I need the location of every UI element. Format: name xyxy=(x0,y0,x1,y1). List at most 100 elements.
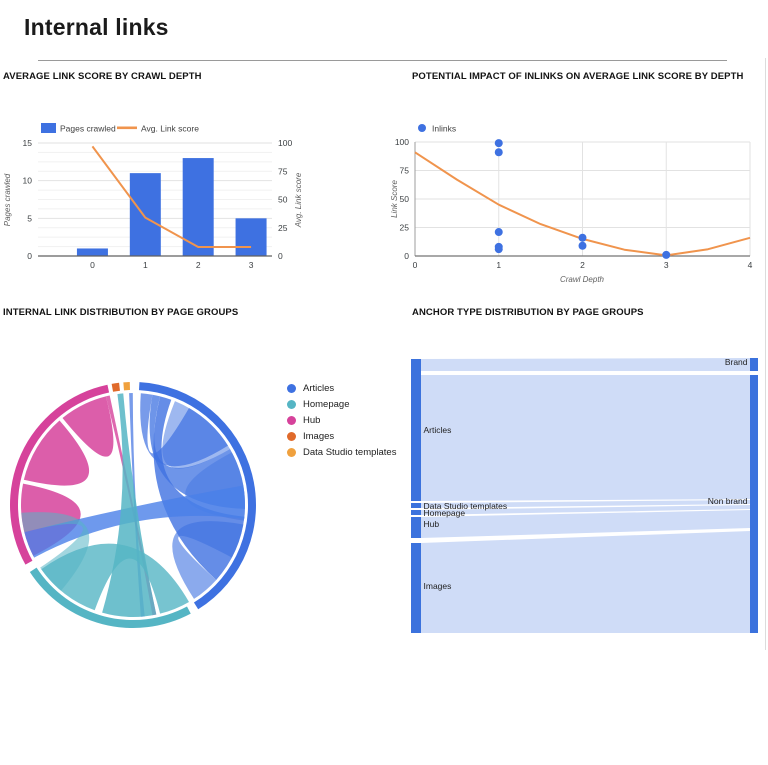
chord-ribbon[interactable] xyxy=(23,420,90,486)
x-axis-tick: 0 xyxy=(413,260,418,270)
sankey-link-data-studio-templates-non-brand[interactable] xyxy=(421,500,750,508)
y-axis-tick: 0 xyxy=(404,251,409,261)
legend-item[interactable]: Hub xyxy=(287,412,396,428)
chord-ribbon[interactable] xyxy=(149,394,245,509)
bar-pages-crawled[interactable] xyxy=(182,158,214,256)
page-title: Internal links xyxy=(24,14,169,40)
legend-label: Articles xyxy=(303,382,335,394)
x-axis-tick: 2 xyxy=(196,260,201,270)
bar-pages-crawled[interactable] xyxy=(129,173,161,256)
legend-label: Homepage xyxy=(303,398,350,410)
sankey-label-articles: Articles xyxy=(424,425,452,435)
sankey-node-images[interactable] xyxy=(411,543,421,633)
chord-ribbon[interactable] xyxy=(162,401,230,469)
chord-chart-title: INTERNAL LINK DISTRIBUTION BY PAGE GROUP… xyxy=(3,307,239,318)
chord-arc-data-studio-templates[interactable] xyxy=(123,382,130,391)
combo-chart[interactable]: 0 5 10 15 0 25 50 75 100 0 1 2 3 Pages crawled Avg. Li… xyxy=(0,110,340,285)
right-axis-tick: 25 xyxy=(278,223,288,233)
combo-chart-title: AVERAGE LINK SCORE BY CRAWL DEPTH xyxy=(3,71,202,82)
y-axis-label: Link Score xyxy=(390,180,399,218)
scatter-point[interactable] xyxy=(662,250,671,259)
scatter-chart[interactable]: 0 25 50 75 100 0 1 2 3 4 Crawl Depth Link Score Inli… xyxy=(390,110,768,290)
sankey-link-articles-non-brand[interactable] xyxy=(421,375,750,501)
sankey-node-non-brand[interactable] xyxy=(750,375,758,633)
left-axis-tick: 10 xyxy=(23,176,33,186)
legend-dot xyxy=(287,448,296,458)
scatter-chart-title: POTENTIAL IMPACT OF INLINKS ON AVERAGE L… xyxy=(412,71,744,82)
sankey-label-homepage: Homepage xyxy=(424,508,466,518)
chord-arc-homepage[interactable] xyxy=(29,567,191,629)
legend-dot xyxy=(287,415,296,425)
bar-pages-crawled[interactable] xyxy=(235,218,267,256)
x-axis-tick: 1 xyxy=(143,260,148,270)
sankey-label-data-studio-templates: Data Studio templates xyxy=(424,501,508,511)
left-axis-label: Pages crawled xyxy=(3,173,12,226)
chord-arc-hub[interactable] xyxy=(10,384,110,565)
legend-label: Images xyxy=(303,431,335,443)
y-axis-tick: 100 xyxy=(395,137,409,147)
legend-label: Hub xyxy=(303,414,321,426)
chord-ribbon[interactable] xyxy=(129,393,145,617)
scatter-point[interactable] xyxy=(578,233,587,242)
title-divider xyxy=(38,60,727,61)
x-axis-tick: 0 xyxy=(90,260,95,270)
sankey-label-images: Images xyxy=(424,581,452,591)
legend-label-bar[interactable]: Pages crawled xyxy=(60,124,116,134)
left-axis-tick: 0 xyxy=(27,251,32,261)
sankey-label-hub: Hub xyxy=(424,519,440,529)
legend-dot xyxy=(287,383,296,393)
x-axis-label: Crawl Depth xyxy=(560,275,605,284)
sankey-node-brand[interactable] xyxy=(750,358,758,371)
sankey-chart-title: ANCHOR TYPE DISTRIBUTION BY PAGE GROUPS xyxy=(412,307,644,318)
legend-label-line[interactable]: Avg. Link score xyxy=(141,124,199,134)
chord-ribbon[interactable] xyxy=(62,396,114,457)
line-avg-link-score[interactable] xyxy=(91,145,252,248)
scatter-point[interactable] xyxy=(494,139,503,148)
sankey-node-homepage[interactable] xyxy=(411,510,421,515)
chord-legend: Articles Homepage Hub Images Data Studio tem… xyxy=(287,380,396,461)
legend-dot xyxy=(287,399,296,409)
legend-label: Data Studio templates xyxy=(303,447,397,459)
page-edge-line xyxy=(765,58,766,650)
x-axis-tick: 2 xyxy=(580,260,585,270)
legend-swatch-inlinks[interactable] xyxy=(418,124,426,132)
bar-pages-crawled[interactable] xyxy=(76,248,108,256)
sankey-diagram[interactable]: Articles Data Studio templatesHomepageHub… xyxy=(405,350,768,650)
scatter-point[interactable] xyxy=(494,148,503,157)
scatter-point[interactable] xyxy=(494,245,503,254)
legend-dot xyxy=(287,432,296,442)
scatter-point[interactable] xyxy=(578,241,587,250)
y-axis-tick: 50 xyxy=(400,194,410,204)
legend-label-inlinks[interactable]: Inlinks xyxy=(432,124,456,134)
y-axis-tick: 25 xyxy=(400,223,410,233)
left-axis-tick: 15 xyxy=(23,138,33,148)
left-axis-tick: 5 xyxy=(27,213,32,223)
sankey-link-images-non-brand[interactable] xyxy=(421,531,750,633)
scatter-point[interactable] xyxy=(494,228,503,237)
legend-item[interactable]: Images xyxy=(287,429,396,445)
sankey-node-hub[interactable] xyxy=(411,517,421,538)
chord-ribbon[interactable] xyxy=(172,521,244,599)
x-axis-tick: 4 xyxy=(748,260,753,270)
sankey-node-data-studio-templates[interactable] xyxy=(411,503,421,508)
sankey-label-brand: Brand xyxy=(725,357,748,367)
sankey-label-non-brand: Non brand xyxy=(708,496,748,506)
legend-swatch-line[interactable] xyxy=(117,126,137,130)
legend-swatch-bar[interactable] xyxy=(41,123,56,133)
x-axis-tick: 1 xyxy=(496,260,501,270)
sankey-link-articles-brand[interactable] xyxy=(421,358,750,371)
y-axis-tick: 75 xyxy=(400,166,410,176)
sankey-link-homepage-non-brand[interactable] xyxy=(421,505,750,515)
sankey-link-hub-non-brand[interactable] xyxy=(421,510,750,538)
right-axis-label: Avg. Link score xyxy=(294,172,303,228)
chord-diagram[interactable] xyxy=(0,370,285,640)
right-axis-tick: 75 xyxy=(278,166,288,176)
chord-ribbon[interactable] xyxy=(21,512,90,591)
legend-item[interactable]: Articles xyxy=(287,380,396,396)
legend-item[interactable]: Homepage xyxy=(287,396,396,412)
sankey-node-articles[interactable] xyxy=(411,359,421,501)
legend-item[interactable]: Data Studio templates xyxy=(287,445,396,461)
x-axis-tick: 3 xyxy=(664,260,669,270)
chord-arc-images[interactable] xyxy=(111,382,120,392)
